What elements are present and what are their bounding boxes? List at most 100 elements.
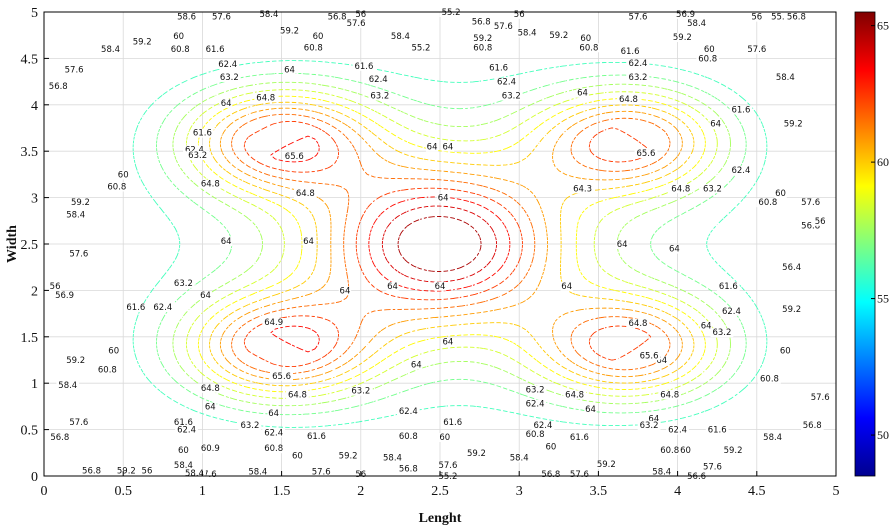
contour-label-background <box>567 433 591 443</box>
contour-line <box>231 113 671 375</box>
contour-label: 64.8 <box>296 189 315 199</box>
contour-label: 62.4 <box>629 59 648 69</box>
contour-label-background <box>410 360 423 370</box>
contour-label-background <box>325 12 349 22</box>
contour-label-background <box>396 464 420 474</box>
contour-label-background <box>666 425 689 435</box>
contour-label: 60 <box>292 452 303 462</box>
contour-label: 57.6 <box>629 13 648 23</box>
x-tick-label: 1.5 <box>273 484 291 499</box>
contour-line <box>156 72 747 416</box>
contour-label-background <box>773 72 797 82</box>
contour-label-background <box>438 433 451 443</box>
contour-label: 60.8 <box>579 43 598 53</box>
contour-label-background <box>567 470 591 480</box>
contour-label-background <box>246 467 270 477</box>
contour-label: 64 <box>669 245 680 255</box>
contour-label-background <box>69 198 92 208</box>
contour-label: 62.4 <box>218 60 237 70</box>
contour-label-background <box>48 433 72 443</box>
contour-label: 59.2 <box>133 38 152 48</box>
y-tick-label: 0.5 <box>21 424 39 439</box>
contour-label-background <box>441 337 455 347</box>
contour-label-background <box>658 390 682 400</box>
contour-label-background <box>436 460 460 470</box>
contour-label: 63.2 <box>629 73 648 83</box>
contour-label-background <box>219 237 233 247</box>
contour-label-background <box>523 430 547 440</box>
contour-label-background <box>105 182 129 192</box>
contour-label: 64 <box>443 143 454 153</box>
contour-label: 60.8 <box>760 375 779 385</box>
contour-label: 55.2 <box>438 472 457 482</box>
contour-label: 58.4 <box>763 433 782 443</box>
contour-label: 60.8 <box>758 198 777 208</box>
contour-label: 60.8 <box>399 432 418 442</box>
contour-label: 56.8 <box>803 421 822 431</box>
contour-label: 64.8 <box>565 390 584 400</box>
contour-label: 60 <box>439 433 450 443</box>
contour-label-background <box>366 74 390 84</box>
contour-label: 60.8 <box>473 43 492 53</box>
contour-label: 60 <box>780 347 791 357</box>
contour-label-background <box>198 179 222 189</box>
contour-label: 56.8 <box>541 470 560 480</box>
contour-label: 60.8 <box>98 365 117 375</box>
contour-label: 58.4 <box>174 461 193 471</box>
contour-label-background <box>674 9 697 19</box>
y-tick-label: 3 <box>31 192 38 207</box>
contour-label-background <box>172 32 185 42</box>
contour-label-background <box>198 444 222 454</box>
contour-label: 63.2 <box>174 279 193 289</box>
colorbar-tick-label: 55 <box>877 292 889 306</box>
contour-label-background <box>577 43 601 53</box>
contour-label-background <box>309 467 333 477</box>
contour-label: 57.6 <box>312 467 331 477</box>
contour-label: 64.3 <box>573 184 592 194</box>
contour-label-background <box>186 150 210 160</box>
contour-label: 56.4 <box>782 263 801 273</box>
contour-label-background <box>745 45 769 55</box>
contour-label-background <box>441 142 455 152</box>
contour-label: 59.2 <box>597 460 616 470</box>
y-tick-label: 2 <box>31 284 38 299</box>
contour-label: 59.2 <box>782 305 801 315</box>
contour-label: 58.4 <box>652 467 671 477</box>
contour-label-background <box>301 43 325 53</box>
contour-label: 63.2 <box>703 184 722 194</box>
contour-line <box>185 89 718 399</box>
contour-label: 58.4 <box>58 381 77 391</box>
contour-label: 57.6 <box>212 13 231 23</box>
contour-label-background <box>302 237 315 247</box>
contour-label: 61.6 <box>354 62 373 72</box>
contour-line <box>219 107 683 381</box>
contour-label: 64 <box>303 237 314 247</box>
contour-label-background <box>523 385 547 395</box>
contour-label: 58.4 <box>101 45 120 55</box>
contour-label: 55.2 <box>412 43 431 53</box>
contour-label-background <box>183 469 206 479</box>
contour-label-background <box>513 9 526 19</box>
contour-label: 64 <box>701 322 712 332</box>
contour-label: 64 <box>585 405 596 415</box>
contour-label-background <box>80 466 103 476</box>
contour-label-background <box>626 59 650 69</box>
y-tick-label: 2.5 <box>21 238 39 253</box>
contour-label: 61.6 <box>206 45 225 55</box>
contour-label-background <box>696 54 720 64</box>
contour-label-background <box>720 306 743 316</box>
contour-label: 58.4 <box>185 469 204 479</box>
contour-label: 64 <box>221 237 232 247</box>
contour-label: 59.2 <box>549 31 568 41</box>
contour-label-background <box>283 65 296 75</box>
contour-label: 56 <box>514 10 525 20</box>
contour-label: 62.4 <box>399 407 418 417</box>
contour-label: 57.6 <box>747 45 766 55</box>
y-axis-label: Width <box>5 225 20 263</box>
contour-label: 63.2 <box>220 73 239 83</box>
x-axis-ticks: 0 0.5 1 1.5 2 2.5 3 3.5 4 4.5 5 <box>41 471 840 499</box>
contour-label-background <box>499 91 523 101</box>
y-tick-label: 5 <box>31 6 38 21</box>
contour-label-background <box>278 26 301 36</box>
contour-label: 64.8 <box>201 384 220 394</box>
